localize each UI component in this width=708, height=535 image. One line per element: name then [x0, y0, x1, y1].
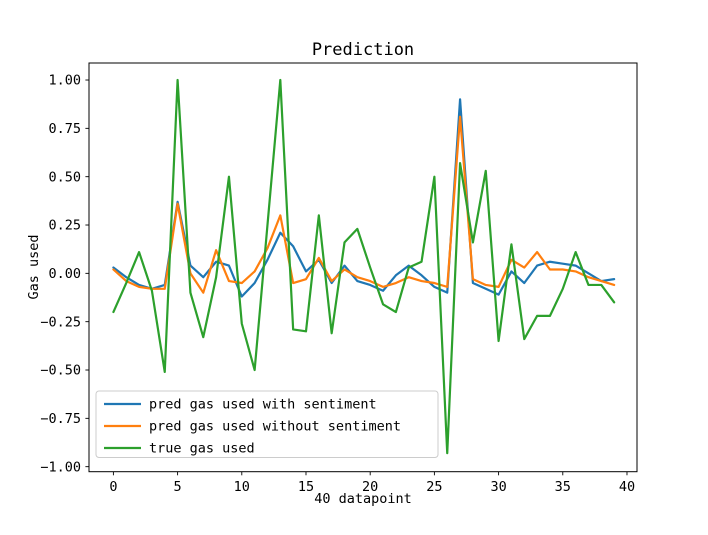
x-tick-label: 15 [298, 479, 314, 495]
y-tick-label: 0.25 [48, 218, 81, 234]
x-tick-label: 10 [234, 479, 250, 495]
y-tick-label: −0.25 [40, 314, 81, 330]
legend-label-pred-without-sentiment: pred gas used without sentiment [149, 419, 401, 435]
y-tick-label: −0.50 [40, 363, 81, 379]
series-lines [112, 78, 616, 455]
x-tick-label: 40 [619, 479, 635, 495]
x-axis-ticks: 0 5 10 15 20 25 30 35 40 [109, 471, 635, 495]
x-tick-label: 30 [490, 479, 506, 495]
legend-box [95, 390, 439, 458]
legend: pred gas used with sentiment pred gas us… [95, 390, 439, 458]
x-tick-label: 5 [174, 479, 182, 495]
y-tick-label: −1.00 [40, 459, 81, 475]
x-axis-label: 40 datapoint [314, 491, 412, 507]
legend-label-true-gas-used: true gas used [149, 441, 255, 457]
x-tick-label: 20 [362, 479, 378, 495]
y-tick-label: 0.75 [48, 121, 81, 137]
x-tick-label: 0 [109, 479, 117, 495]
y-tick-label: 0.00 [48, 266, 81, 282]
plot-frame [88, 62, 638, 473]
y-tick-label: 0.50 [48, 169, 81, 185]
legend-label-pred-with-sentiment: pred gas used with sentiment [149, 397, 377, 413]
series-line-pred-gas-used-without-sentiment [112, 115, 616, 294]
y-tick-label: −0.75 [40, 411, 81, 427]
y-tick-label: 1.00 [48, 73, 81, 89]
y-axis-label: Gas used [26, 234, 42, 299]
chart-title: Prediction [312, 40, 414, 60]
x-tick-label: 25 [426, 479, 442, 495]
series-line-pred-gas-used-with-sentiment [112, 98, 616, 298]
x-tick-label: 35 [555, 479, 571, 495]
y-axis-ticks: 1.00 0.75 0.50 0.25 0.00 −0.25 −0.50 −0.75 −1.00 [40, 73, 89, 475]
series-line-true-gas-used [112, 78, 616, 455]
